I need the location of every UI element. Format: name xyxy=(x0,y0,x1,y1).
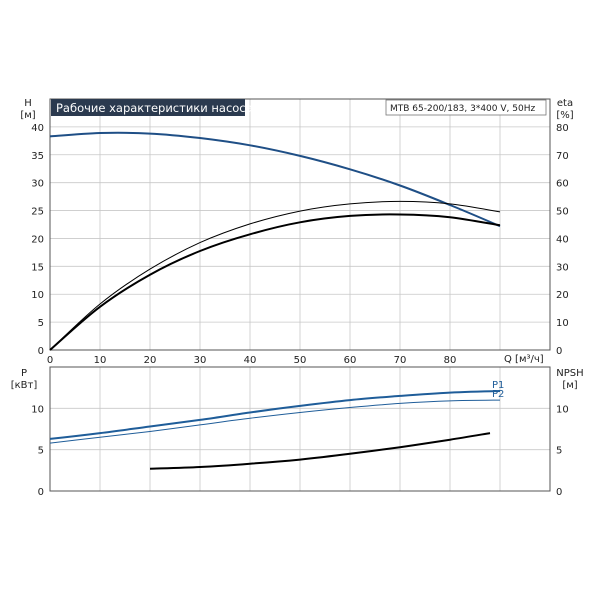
y-right-tick-label: 10 xyxy=(556,318,569,329)
npsh-axis-label: NPSH [м] xyxy=(556,368,583,391)
p1-curve xyxy=(49,390,501,440)
chart-title-box xyxy=(51,99,245,116)
top-panel-series xyxy=(49,131,501,351)
y-right-tick-label: 20 xyxy=(556,290,569,301)
y-left-tick-label: 10 xyxy=(31,290,44,301)
efficiency-axis-label: eta [%] xyxy=(556,98,573,121)
npsh-tick-label: 10 xyxy=(556,404,569,415)
top-panel-grid xyxy=(49,99,550,351)
p-tick-label: 10 xyxy=(31,404,44,415)
y-left-tick-label: 15 xyxy=(31,262,44,273)
efficiency-1-curve xyxy=(49,200,501,351)
model-label: MTB 65-200/183, 3*400 V, 50Hz xyxy=(390,104,535,114)
bottom-panel-frame xyxy=(49,366,551,492)
p2-curve xyxy=(49,399,501,444)
npsh-tick-label: 5 xyxy=(556,446,562,457)
efficiency-2-curve xyxy=(49,213,501,351)
npsh-curve xyxy=(149,432,491,470)
y-right-tick-label: 50 xyxy=(556,207,569,218)
y-right-tick-label: 0 xyxy=(556,346,562,357)
x-tick-label: 10 xyxy=(94,355,107,366)
npsh-tick-label: 0 xyxy=(556,487,562,498)
y-right-tick-label: 80 xyxy=(556,123,569,134)
y-left-tick-label: 0 xyxy=(38,346,44,357)
y-right-tick-label: 30 xyxy=(556,262,569,273)
tick-labels: 0 10 20 30 40 50 60 70 8005101520253035400102030… xyxy=(31,123,568,498)
x-tick-label: 60 xyxy=(344,355,357,366)
legend-p1: P1 xyxy=(492,380,504,391)
flow-axis-label: Q [м³/ч] xyxy=(504,354,544,365)
chart-title: Рабочие характеристики насоса xyxy=(56,101,253,115)
axis-labels: H [м] eta [%] P [кВт] NPSH [м] Q [м³/ч] xyxy=(11,98,584,391)
x-tick-label: 0 xyxy=(47,355,53,366)
y-left-tick-label: 5 xyxy=(38,318,44,329)
x-tick-label: 80 xyxy=(444,355,457,366)
top-panel-frame xyxy=(49,98,551,351)
y-right-tick-label: 60 xyxy=(556,179,569,190)
power-axis-label: P [кВт] xyxy=(11,368,38,391)
x-tick-label: 70 xyxy=(394,355,407,366)
bottom-panel-series xyxy=(49,390,501,470)
y-right-tick-label: 70 xyxy=(556,151,569,162)
y-left-tick-label: 20 xyxy=(31,234,44,245)
x-tick-label: 50 xyxy=(294,355,307,366)
y-right-tick-label: 40 xyxy=(556,234,569,245)
head-axis-label: H [м] xyxy=(20,98,35,121)
x-tick-label: 30 xyxy=(194,355,207,366)
legend-p2: P2 xyxy=(492,389,504,400)
y-left-tick-label: 35 xyxy=(31,151,44,162)
p-tick-label: 0 xyxy=(38,487,44,498)
y-left-tick-label: 40 xyxy=(31,123,44,134)
p-tick-label: 5 xyxy=(38,446,44,457)
y-left-tick-label: 25 xyxy=(31,207,44,218)
model-label-box xyxy=(385,99,547,116)
head-curve xyxy=(49,131,501,228)
x-tick-label: 40 xyxy=(244,355,257,366)
x-tick-label: 20 xyxy=(144,355,157,366)
y-left-tick-label: 30 xyxy=(31,179,44,190)
